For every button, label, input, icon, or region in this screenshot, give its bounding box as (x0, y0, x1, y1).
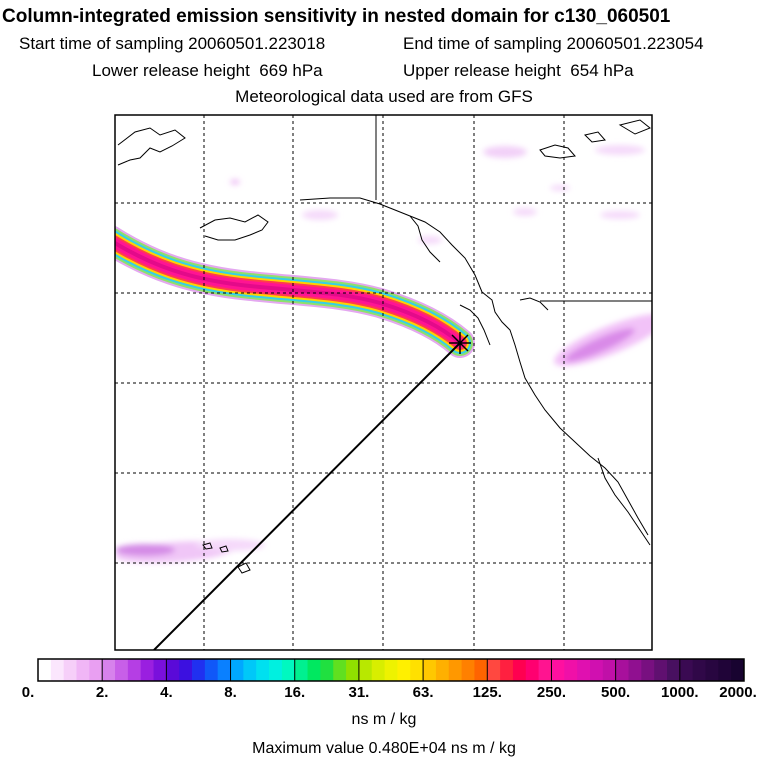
colorbar-bin (500, 659, 514, 681)
colorbar-bin (153, 659, 167, 681)
colorbar-bin (564, 659, 578, 681)
colorbar-bin (423, 659, 437, 681)
map-title: Column-integrated emission sensitivity i… (2, 6, 671, 27)
flight-track-line (153, 342, 461, 650)
upper-height-text: Upper release height 654 hPa (403, 61, 634, 81)
end-time-value: 20060501.223054 (566, 34, 704, 53)
end-time-text: End time of sampling 20060501.223054 (403, 34, 704, 54)
colorbar-bin (410, 659, 424, 681)
colorbar-bin (217, 659, 231, 681)
colorbar-bin (269, 659, 283, 681)
colorbar-bin (102, 659, 116, 681)
colorbar-bin (589, 659, 604, 681)
met-data-text: Meteorological data used are from GFS (235, 87, 533, 106)
colorbar-bin (115, 659, 129, 681)
colorbar-bin (230, 659, 244, 681)
colorbar-tick-label: 1000. (661, 684, 699, 701)
colorbar-bin (166, 659, 180, 681)
colorbar-tick-label: 16. (284, 684, 306, 701)
colorbar-bin (577, 659, 591, 681)
colorbar-bin (38, 659, 52, 681)
colorbar-tick-label: 31. (348, 684, 370, 701)
colorbar-bin (435, 659, 450, 681)
colorbar-tick-label: 500. (601, 684, 631, 701)
start-time-value: 20060501.223018 (188, 34, 326, 53)
colorbar-tick-label: 0. (21, 684, 35, 701)
colorbar-bin (551, 659, 565, 681)
colorbar-tick-label: 2. (95, 684, 109, 701)
colorbar-bin (281, 659, 296, 681)
start-time-text: Start time of sampling 20060501.223018 (19, 34, 325, 54)
colorbar-bin (89, 659, 103, 681)
colorbar-tick-label: 125. (472, 684, 502, 701)
colorbar-bin (243, 659, 257, 681)
colorbar-bin (63, 659, 77, 681)
colorbar-bin (512, 659, 527, 681)
political-borders (375, 115, 652, 302)
lower-height-label: Lower release height (92, 61, 250, 80)
colorbar-bin (615, 659, 629, 681)
colorbar-bin (76, 659, 90, 681)
colorbar-bin (692, 659, 706, 681)
map-frame (114, 114, 653, 651)
colorbar (37, 658, 745, 682)
colorbar-bin (718, 659, 732, 681)
colorbar-tick-label: 63. (412, 684, 434, 701)
coastlines (117, 119, 651, 574)
colorbar-bin (641, 659, 655, 681)
sensitivity-faint-patches (115, 145, 652, 563)
colorbar-bin (538, 659, 552, 681)
colorbar-bin (256, 659, 270, 681)
colorbar-bin (127, 659, 142, 681)
colorbar-bin (346, 659, 360, 681)
colorbar-bin (384, 659, 398, 681)
colorbar-frame (37, 658, 745, 682)
colorbar-units: ns m / kg (351, 711, 417, 728)
colorbar-bin (731, 659, 745, 681)
end-time-label: End time of sampling (403, 34, 562, 53)
colorbar-bin (487, 659, 501, 681)
colorbar-bin (204, 659, 219, 681)
lower-height-text: Lower release height 669 hPa (92, 61, 323, 81)
upper-height-value: 654 hPa (570, 61, 634, 80)
upper-height-label: Upper release height (403, 61, 561, 80)
colorbar-bin (192, 659, 206, 681)
start-time-label: Start time of sampling (19, 34, 184, 53)
colorbar-bin (307, 659, 321, 681)
sensitivity-plume (115, 225, 475, 358)
colorbar-bin (602, 659, 617, 681)
colorbar-bin (628, 659, 642, 681)
colorbar-bin (333, 659, 347, 681)
colorbar-bin (679, 659, 694, 681)
colorbar-bin (666, 659, 681, 681)
colorbar-tick-label: 2000. (719, 684, 757, 701)
colorbar-tick-label: 8. (224, 684, 237, 701)
colorbar-bin (140, 659, 154, 681)
colorbar-bin (654, 659, 668, 681)
colorbar-bin (461, 659, 475, 681)
colorbar-bin (179, 659, 193, 681)
maximum-value-text: Maximum value 0.480E+04 ns m / kg (252, 740, 516, 757)
colorbar-bin (397, 659, 411, 681)
colorbar-bin (358, 659, 373, 681)
colorbar-bin (50, 659, 65, 681)
colorbar-bin (474, 659, 488, 681)
colorbar-tick-label: 4. (160, 684, 173, 701)
colorbar-bin (705, 659, 719, 681)
colorbar-bin (320, 659, 334, 681)
lat-lon-grid (115, 115, 652, 650)
colorbar-bin (448, 659, 462, 681)
colorbar-bin (371, 659, 385, 681)
colorbar-bin (525, 659, 540, 681)
colorbar-bin (294, 659, 308, 681)
lower-height-value: 669 hPa (259, 61, 323, 80)
colorbar-tick-label: 250. (536, 684, 567, 701)
release-point-marker (449, 332, 471, 354)
